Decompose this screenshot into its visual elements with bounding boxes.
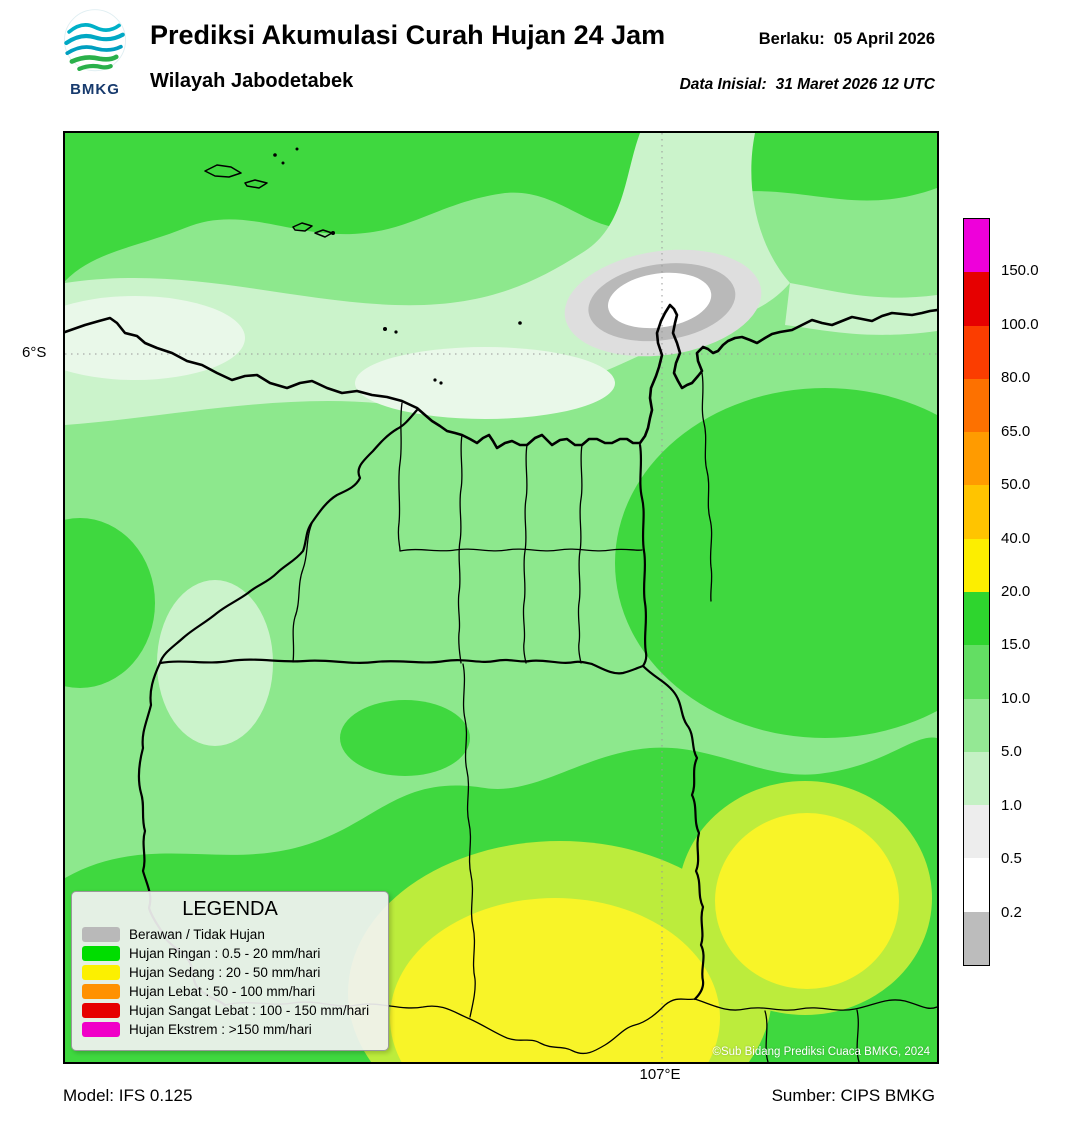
colorbar-segment <box>964 645 989 699</box>
rain-shading <box>65 133 937 1062</box>
colorbar-segment <box>964 698 989 752</box>
legend-label: Hujan Lebat : 50 - 100 mm/hari <box>129 984 316 999</box>
admin-boundaries-thin <box>224 372 937 1062</box>
legend-item: Hujan Lebat : 50 - 100 mm/hari <box>82 984 378 999</box>
legend-item: Hujan Sedang : 20 - 50 mm/hari <box>82 965 378 980</box>
rain-region-yellow <box>348 781 932 1062</box>
colorbar-segment <box>964 858 989 912</box>
legend-label: Hujan Ekstrem : >150 mm/hari <box>129 1022 312 1037</box>
islands <box>204 147 522 385</box>
colorbar-segment <box>964 219 989 273</box>
colorbar-tick-label: 10.0 <box>1001 690 1031 707</box>
legend-swatch-very-heavy-rain <box>82 1003 120 1018</box>
colorbar-segment <box>964 538 989 592</box>
page-title: Prediksi Akumulasi Curah Hujan 24 Jam <box>150 20 666 50</box>
colorbar-segment <box>964 751 989 806</box>
initial-data-value: 31 Maret 2026 12 UTC <box>775 76 935 93</box>
bmkg-logo-icon <box>64 9 126 72</box>
model-label: Model: IFS 0.125 <box>63 1086 193 1105</box>
longitude-tick-label: 107°E <box>639 1066 681 1083</box>
legend-title: LEGENDA <box>182 898 278 920</box>
legend-box: LEGENDA Berawan / Tidak Hujan Hujan Ring… <box>71 891 389 1051</box>
colorbar-segment <box>964 432 989 486</box>
colorbar-segment <box>964 378 989 433</box>
colorbar-tick-label: 1.0 <box>1001 797 1022 814</box>
legend-label: Hujan Ringan : 0.5 - 20 mm/hari <box>129 946 321 961</box>
colorbar-tick-label: 0.5 <box>1001 850 1022 867</box>
colorbar-segment <box>964 272 989 326</box>
colorbar-tick-label: 0.2 <box>1001 904 1022 921</box>
colorbar-scale <box>963 218 990 966</box>
rain-map <box>65 133 937 1062</box>
colorbar-segment <box>964 591 989 646</box>
colorbar-segment <box>964 805 989 859</box>
legend-label: Hujan Sedang : 20 - 50 mm/hari <box>129 965 321 980</box>
legend-swatch-heavy-rain <box>82 984 120 999</box>
legend-swatch-light-rain <box>82 946 120 961</box>
valid-date: Berlaku: 05 April 2026 <box>759 30 935 49</box>
colorbar-tick-label: 5.0 <box>1001 743 1022 760</box>
map-frame: LEGENDA Berawan / Tidak Hujan Hujan Ring… <box>63 131 939 1064</box>
legend-label: Hujan Sangat Lebat : 100 - 150 mm/hari <box>129 1003 370 1018</box>
legend-swatch-extreme-rain <box>82 1022 120 1037</box>
colorbar-tick-label: 15.0 <box>1001 636 1031 653</box>
colorbar-tick-label: 20.0 <box>1001 583 1031 600</box>
bmkg-logo-text: BMKG <box>70 81 120 98</box>
valid-date-label: Berlaku: <box>758 30 825 48</box>
colorbar-segment <box>964 325 989 379</box>
initial-data-label: Data Inisial: <box>679 76 767 93</box>
bmkg-logo: BMKG <box>52 6 138 98</box>
legend-item: Hujan Ringan : 0.5 - 20 mm/hari <box>82 946 378 961</box>
colorbar-segment <box>964 911 989 965</box>
latitude-tick-label: 6°S <box>22 344 47 361</box>
gridlines <box>65 133 937 1062</box>
legend-swatch-cloudy <box>82 927 120 942</box>
colorbar-tick-label: 100.0 <box>1001 316 1039 333</box>
legend-item: Berawan / Tidak Hujan <box>82 927 378 942</box>
legend-label: Berawan / Tidak Hujan <box>129 927 265 942</box>
colorbar: 150.0 100.0 80.0 65.0 50.0 40.0 20.0 15.… <box>963 218 1063 966</box>
initial-data-date: Data Inisial: 31 Maret 2026 12 UTC <box>680 76 935 94</box>
copyright-text: ©Sub Bidang Prediksi Cuaca BMKG, 2024 <box>712 1046 930 1058</box>
legend-swatch-moderate-rain <box>82 965 120 980</box>
colorbar-tick-label: 150.0 <box>1001 262 1039 279</box>
coastline <box>65 303 937 450</box>
colorbar-tick-label: 40.0 <box>1001 530 1031 547</box>
colorbar-tick-label: 50.0 <box>1001 476 1031 493</box>
legend-item: Hujan Sangat Lebat : 100 - 150 mm/hari <box>82 1003 378 1018</box>
legend-item: Hujan Ekstrem : >150 mm/hari <box>82 1022 378 1037</box>
source-label: Sumber: CIPS BMKG <box>771 1086 935 1105</box>
colorbar-segment <box>964 485 989 539</box>
page-subtitle: Wilayah Jabodetabek <box>150 70 354 92</box>
colorbar-tick-label: 80.0 <box>1001 369 1031 386</box>
valid-date-value: 05 April 2026 <box>833 30 935 48</box>
colorbar-tick-label: 65.0 <box>1001 423 1031 440</box>
